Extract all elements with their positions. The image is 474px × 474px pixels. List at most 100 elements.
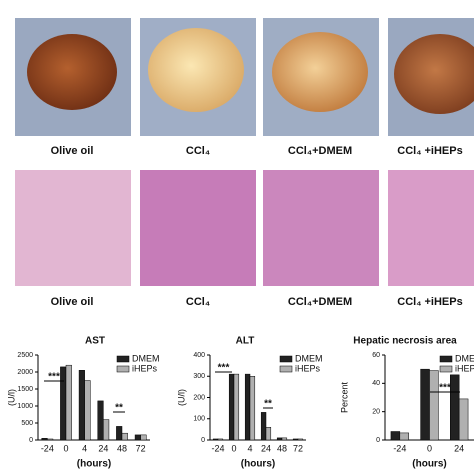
bar: [265, 427, 272, 441]
y-tick-label: 0: [29, 437, 33, 444]
bar: [60, 366, 67, 441]
legend-swatch: [279, 355, 293, 363]
bar: [97, 400, 104, 441]
y-tick-label: 2000: [17, 369, 33, 376]
y-tick-label: 0: [376, 437, 380, 444]
y-axis-label: (U/l): [6, 389, 16, 406]
x-tick-label: 24: [454, 443, 464, 453]
bar: [84, 380, 91, 441]
histology: [263, 170, 379, 286]
chart-title: Hepatic necrosis area: [353, 336, 457, 347]
significance-label: **: [115, 403, 123, 414]
bar: [116, 426, 123, 441]
x-tick-label: 4: [82, 443, 87, 453]
legend-label: DMEM: [455, 353, 474, 363]
legend-label: DMEM: [295, 353, 323, 363]
significance-label: ***: [439, 383, 451, 394]
liver: [148, 28, 244, 112]
y-tick-label: 300: [193, 373, 205, 380]
histology: [15, 170, 131, 286]
bar: [41, 438, 48, 441]
panel-label: CCl₄+DMEM: [288, 145, 352, 157]
x-tick-label: 48: [117, 443, 127, 453]
bar: [390, 431, 401, 441]
liver: [394, 34, 474, 114]
y-tick-label: 1500: [17, 386, 33, 393]
legend-label: iHEPs: [295, 363, 321, 373]
histology-row: [15, 170, 474, 286]
legend-swatch: [116, 365, 130, 373]
panel-label: CCl₄ +iHEPs: [397, 145, 462, 157]
x-tick-label: -24: [211, 443, 224, 453]
bar: [260, 412, 267, 441]
bar: [420, 368, 430, 441]
panel-label: CCl₄: [186, 145, 210, 157]
legend-label: DMEM: [132, 353, 160, 363]
x-tick-label: 0: [63, 443, 68, 453]
x-tick-label: 0: [231, 443, 236, 453]
x-tick-label: 0: [427, 443, 432, 453]
legend-swatch: [439, 355, 453, 363]
y-tick-label: 200: [193, 394, 205, 401]
bar: [228, 373, 235, 441]
bar: [292, 438, 299, 441]
x-axis-label: (hours): [77, 459, 111, 470]
bar: [140, 434, 147, 441]
x-axis-label: (hours): [412, 459, 446, 470]
histology: [388, 170, 474, 286]
panel-label: CCl₄ +iHEPs: [397, 296, 462, 308]
x-tick-label: 24: [261, 443, 271, 453]
bar: [244, 373, 251, 441]
x-tick-label: 72: [293, 443, 303, 453]
legend-label: iHEPs: [455, 363, 474, 373]
panel-label: CCl₄+DMEM: [288, 296, 352, 308]
x-axis-label: (hours): [241, 459, 275, 470]
bar: [297, 438, 304, 441]
bar: [217, 438, 224, 441]
histology: [140, 170, 256, 286]
bar: [65, 364, 72, 441]
y-tick-label: 100: [193, 416, 205, 423]
bar: [276, 437, 283, 441]
bar: [429, 370, 439, 441]
bar: [249, 376, 256, 441]
bar: [458, 398, 469, 441]
x-tick-label: 48: [277, 443, 287, 453]
bar: [212, 438, 219, 441]
liver: [272, 32, 368, 112]
significance-label: **: [264, 399, 272, 410]
legend-swatch: [116, 355, 130, 363]
y-tick-label: 20: [372, 409, 380, 416]
bar: [281, 437, 288, 441]
bar: [233, 373, 240, 441]
y-axis-label: (U/l): [176, 389, 186, 406]
bar: [121, 432, 128, 441]
bar: [450, 374, 460, 441]
x-tick-label: 24: [98, 443, 108, 453]
chart-title: AST: [85, 336, 105, 347]
bar: [78, 370, 85, 441]
y-tick-label: 500: [21, 420, 33, 427]
y-tick-label: 40: [372, 380, 380, 387]
legend-label: iHEPs: [132, 363, 158, 373]
bar: [103, 419, 110, 441]
chart-title: ALT: [236, 336, 255, 347]
significance-label: ***: [218, 363, 230, 374]
y-tick-label: 0: [201, 437, 205, 444]
y-axis-label: Percent: [339, 381, 349, 413]
photo-row: [15, 18, 474, 136]
significance-label: ***: [48, 372, 60, 383]
x-tick-label: -24: [393, 443, 406, 453]
legend-swatch: [439, 365, 453, 373]
y-tick-label: 400: [193, 352, 205, 359]
panel-label: Olive oil: [51, 145, 94, 157]
bar: [47, 438, 54, 441]
bar: [134, 434, 141, 441]
panel-label: CCl₄: [186, 296, 210, 308]
legend-swatch: [279, 365, 293, 373]
y-tick-label: 60: [372, 352, 380, 359]
bar: [399, 432, 409, 441]
liver: [27, 34, 117, 110]
x-tick-label: 4: [247, 443, 252, 453]
